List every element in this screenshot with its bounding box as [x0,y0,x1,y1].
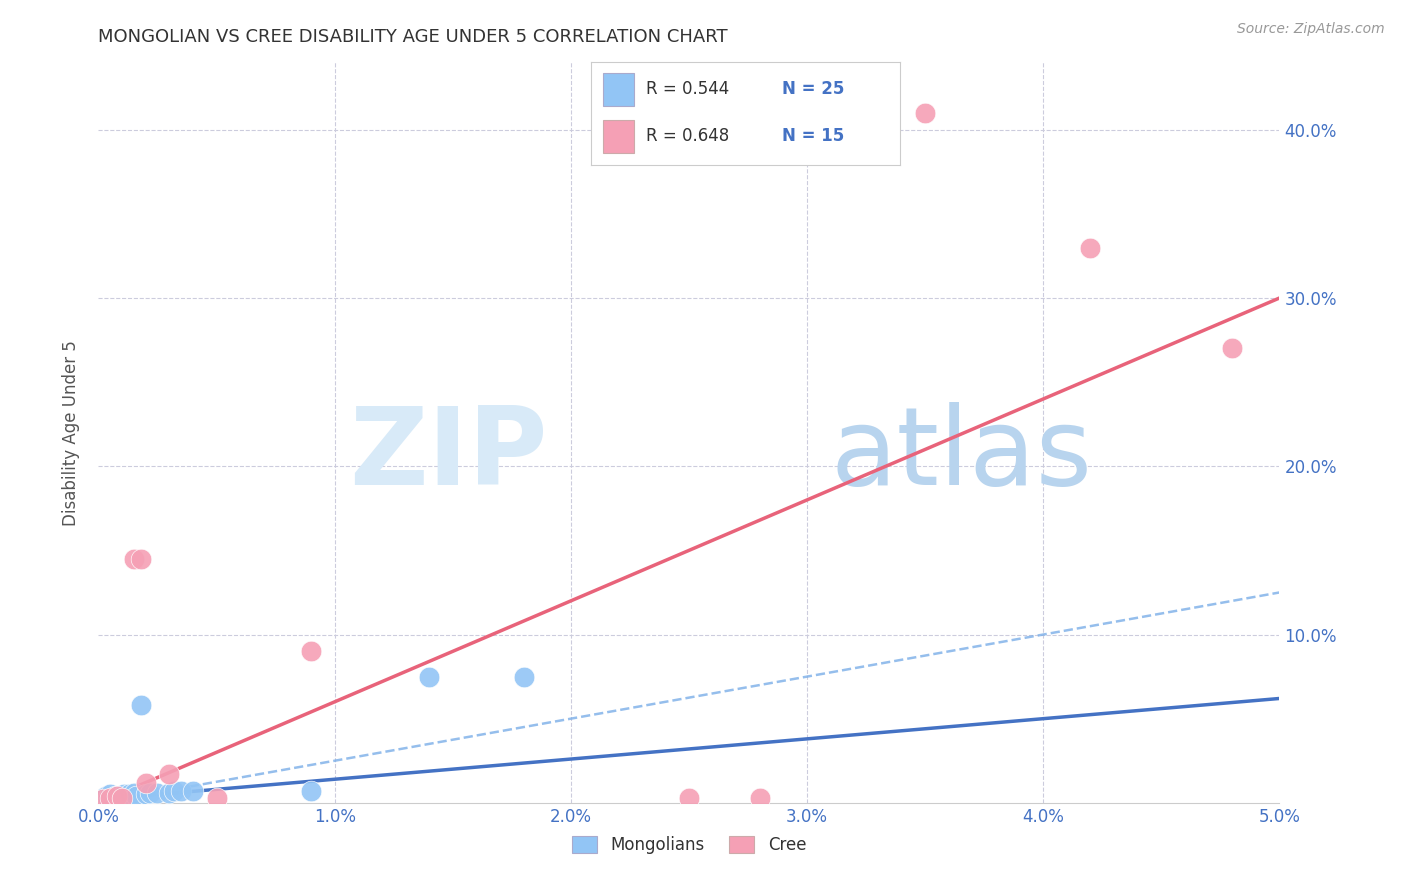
Point [299,784,322,798]
Point [101,790,124,805]
Point [90,792,112,806]
Point [91,790,114,805]
Point [748,790,770,805]
Point [122,786,145,800]
Point [299,644,322,658]
Y-axis label: Disability Age Under 5: Disability Age Under 5 [62,340,80,525]
Point [108,790,131,805]
Point [111,789,134,803]
Text: R = 0.648: R = 0.648 [647,128,730,145]
Point [129,698,152,713]
Bar [603,120,634,153]
Text: Source: ZipAtlas.com: Source: ZipAtlas.com [1237,22,1385,37]
Text: MONGOLIAN VS CREE DISABILITY AGE UNDER 5 CORRELATION CHART: MONGOLIAN VS CREE DISABILITY AGE UNDER 5… [98,28,728,45]
Point [135,775,157,789]
Point [94,789,117,803]
Point [125,789,148,803]
Point [205,790,228,805]
Text: ZIP: ZIP [349,401,547,508]
Point [97,790,120,805]
Point [157,786,180,800]
Point [111,790,134,805]
Point [146,786,169,800]
Point [98,790,121,805]
Point [105,789,128,803]
Point [129,551,152,566]
Text: R = 0.544: R = 0.544 [647,80,730,98]
Point [104,789,127,803]
Point [135,788,157,802]
Text: atlas: atlas [831,401,1092,508]
Legend: Mongolians, Cree: Mongolians, Cree [565,830,813,861]
Point [118,788,141,802]
Point [181,784,204,798]
Point [418,670,440,684]
Point [678,790,700,805]
Point [122,551,145,566]
Point [170,784,193,798]
Point [112,788,135,802]
Point [139,786,162,800]
Point [98,788,121,802]
Point [105,789,128,803]
Text: N = 15: N = 15 [782,128,845,145]
Point [157,767,180,781]
Point [512,670,534,684]
Point [91,792,114,806]
Bar [603,73,634,105]
Point [1220,342,1243,356]
Text: N = 25: N = 25 [782,80,845,98]
Point [914,106,936,120]
Point [1080,240,1102,255]
Point [163,784,186,798]
